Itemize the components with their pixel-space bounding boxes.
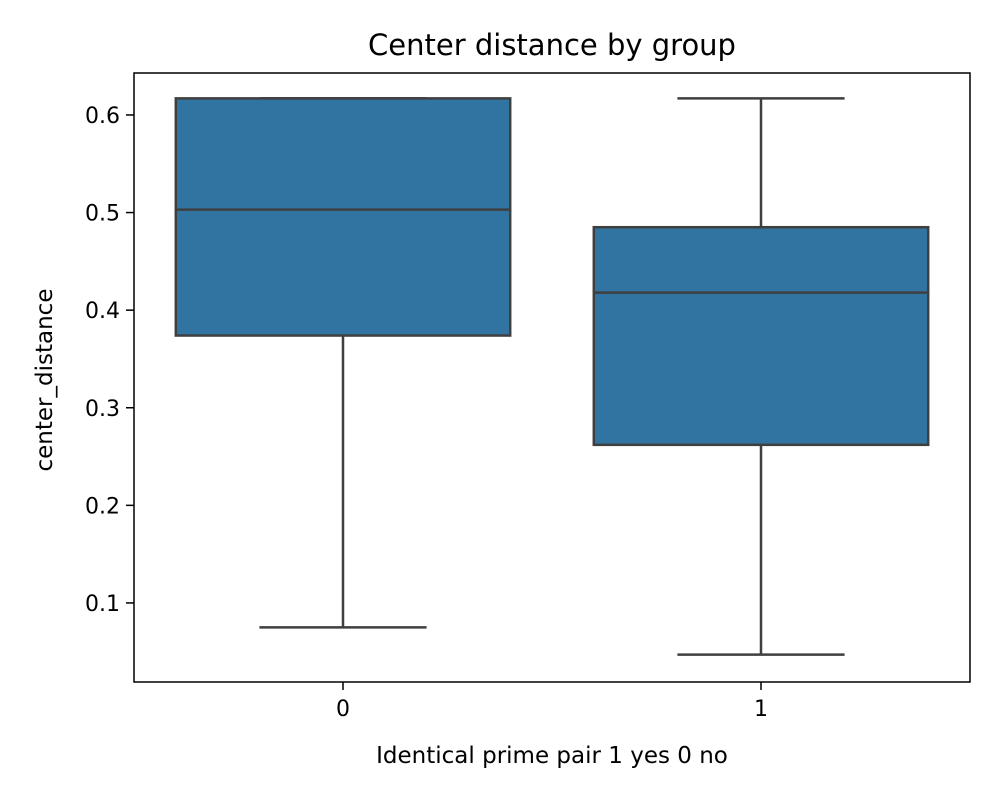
y-tick-label: 0.1 — [85, 592, 120, 617]
x-tick-label: 1 — [754, 697, 768, 722]
box-group-1 — [592, 97, 930, 656]
y-tick-label: 0.6 — [85, 104, 120, 129]
y-tick-label: 0.4 — [85, 299, 120, 324]
iqr-box — [592, 225, 930, 447]
box-group-0 — [174, 97, 512, 629]
plot-area — [174, 97, 930, 656]
chart-title: Center distance by group — [368, 28, 736, 62]
y-tick-label: 0.5 — [85, 202, 120, 227]
y-tick-label: 0.3 — [85, 397, 120, 422]
y-tick-label: 0.2 — [85, 494, 120, 519]
x-tick-label: 0 — [336, 697, 350, 722]
x-axis-label: Identical prime pair 1 yes 0 no — [376, 743, 728, 769]
y-axis-ticks: 0.1 0.2 0.3 0.4 0.5 0.6 — [85, 104, 134, 617]
axes-frame — [133, 72, 971, 683]
y-axis-label: center_distance — [32, 289, 58, 472]
iqr-box — [174, 97, 512, 337]
